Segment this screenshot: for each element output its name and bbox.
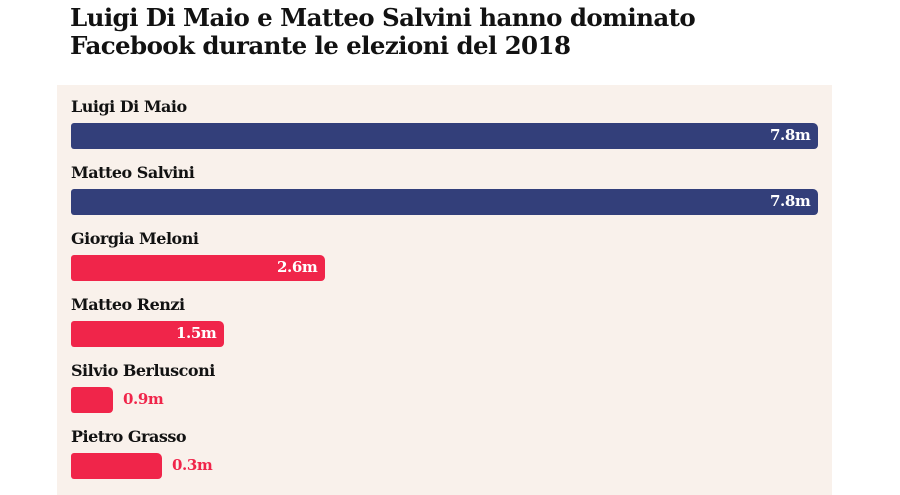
value-label: 7.8m	[770, 126, 811, 144]
value-label: 0.9m	[123, 390, 164, 408]
bar	[71, 453, 162, 479]
value-label: 7.8m	[770, 192, 811, 210]
chart-panel: Luigi Di Maio 7.8m Matteo Salvini 7.8m Giorg…	[57, 85, 832, 495]
category-label: Matteo Renzi	[71, 295, 185, 314]
value-label: 2.6m	[277, 258, 318, 276]
bar	[71, 189, 818, 215]
bar-row: Silvio Berlusconi 0.9m	[71, 357, 831, 417]
bar	[71, 387, 113, 413]
bar-row: Pietro Grasso 0.3m	[71, 423, 831, 483]
category-label: Giorgia Meloni	[71, 229, 199, 248]
category-label: Luigi Di Maio	[71, 97, 187, 116]
bar-row: Giorgia Meloni 2.6m	[71, 225, 831, 285]
bar	[71, 321, 224, 347]
category-label: Matteo Salvini	[71, 163, 195, 182]
bar-row: Matteo Renzi 1.5m	[71, 291, 831, 351]
value-label: 0.3m	[172, 456, 213, 474]
bar-row: Luigi Di Maio 7.8m	[71, 93, 831, 153]
bar	[71, 123, 818, 149]
title-box: Luigi Di Maio e Matteo Salvini hanno dom…	[57, 0, 790, 85]
bar-row: Matteo Salvini 7.8m	[71, 159, 831, 219]
category-label: Silvio Berlusconi	[71, 361, 215, 380]
bar	[71, 255, 325, 281]
chart-title: Luigi Di Maio e Matteo Salvini hanno dom…	[70, 3, 696, 60]
value-label: 1.5m	[176, 324, 217, 342]
category-label: Pietro Grasso	[71, 427, 187, 446]
